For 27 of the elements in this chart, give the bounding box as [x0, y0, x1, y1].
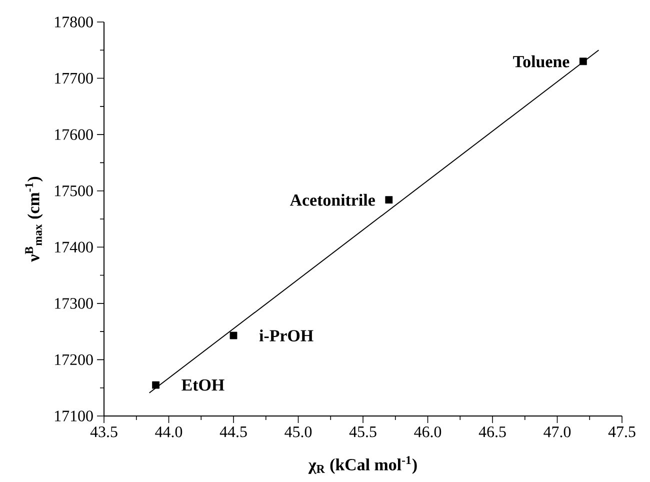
x-tick-label: 46.0 — [414, 426, 442, 438]
x-tick-label: 45.0 — [284, 426, 312, 438]
x-tick-label: 46.5 — [478, 426, 506, 438]
point — [152, 381, 160, 389]
x-tick-label: 43.5 — [90, 426, 118, 438]
x-tick-label: 44.0 — [155, 426, 182, 438]
annotation: EtOH — [182, 379, 224, 391]
text: χ$_{R}$ (kCal mol$^{-1}$) — [308, 456, 417, 474]
y-tick-label: 17400 — [55, 242, 93, 253]
point — [579, 58, 587, 66]
annotation: i-PrOH — [259, 330, 314, 342]
annotation: Acetonitrile — [290, 194, 375, 206]
annotation: Toluene — [513, 55, 570, 68]
point — [230, 332, 238, 340]
x-tick-label: 44.5 — [220, 426, 247, 438]
y-tick-label: 17800 — [55, 16, 93, 28]
text: ν$^{B}$$_{max}$ (cm$^{-1}$) — [25, 176, 43, 262]
y-tick-label: 17600 — [55, 129, 93, 140]
y-tick-label: 17100 — [55, 410, 93, 422]
x-tick-label: 45.5 — [349, 426, 376, 438]
x-tick-label: 47.5 — [608, 426, 636, 438]
point — [385, 196, 393, 204]
y-tick-label: 17300 — [55, 298, 93, 309]
y-tick-label: 17500 — [55, 185, 93, 196]
y-tick-label: 17700 — [55, 72, 93, 84]
y-tick-label: 17200 — [55, 354, 93, 366]
x-tick-label: 47.0 — [544, 426, 571, 438]
